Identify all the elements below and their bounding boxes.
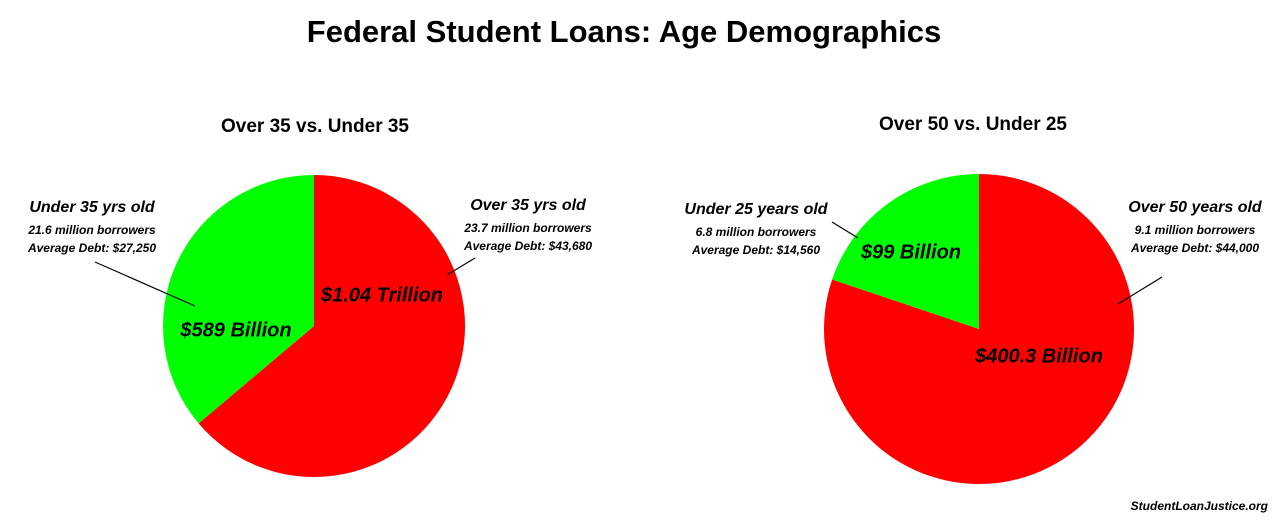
note: Average Debt: $44,000 — [1130, 241, 1259, 255]
pie-slice — [823, 174, 1134, 484]
value-label: $589 Billion — [179, 319, 291, 341]
category-label: Over 50 years old — [1128, 199, 1263, 216]
note: Average Debt: $43,680 — [463, 239, 592, 253]
note: 23.7 million borrowers — [463, 221, 592, 235]
leader-line — [1117, 276, 1163, 305]
value-label: $1.04 Trillion — [320, 284, 443, 306]
value-label: $400.3 Billion — [974, 345, 1103, 367]
source: StudentLoanJustice.org — [1131, 499, 1269, 513]
value-label: $99 Billion — [860, 241, 961, 263]
note: 21.6 million borrowers — [27, 223, 156, 237]
leader-line — [831, 221, 859, 239]
pie-slice — [163, 175, 314, 424]
chart-title: Over 50 vs. Under 25 — [879, 114, 1067, 135]
category-label: Under 25 years old — [684, 201, 828, 218]
note: 6.8 million borrowers — [696, 225, 817, 239]
pie-slice — [832, 174, 979, 329]
category-label: Over 35 yrs old — [470, 197, 587, 214]
leader-line — [94, 261, 196, 307]
main-title: Federal Student Loans: Age Demographics — [307, 14, 941, 49]
note: Average Debt: $14,560 — [691, 243, 820, 257]
category-label: Under 35 yrs old — [29, 199, 156, 216]
note: Average Debt: $27,250 — [27, 241, 156, 255]
pie-slice — [198, 175, 465, 477]
note: 9.1 million borrowers — [1135, 223, 1256, 237]
leader-line — [446, 257, 476, 276]
chart-title: Over 35 vs. Under 35 — [221, 116, 409, 137]
